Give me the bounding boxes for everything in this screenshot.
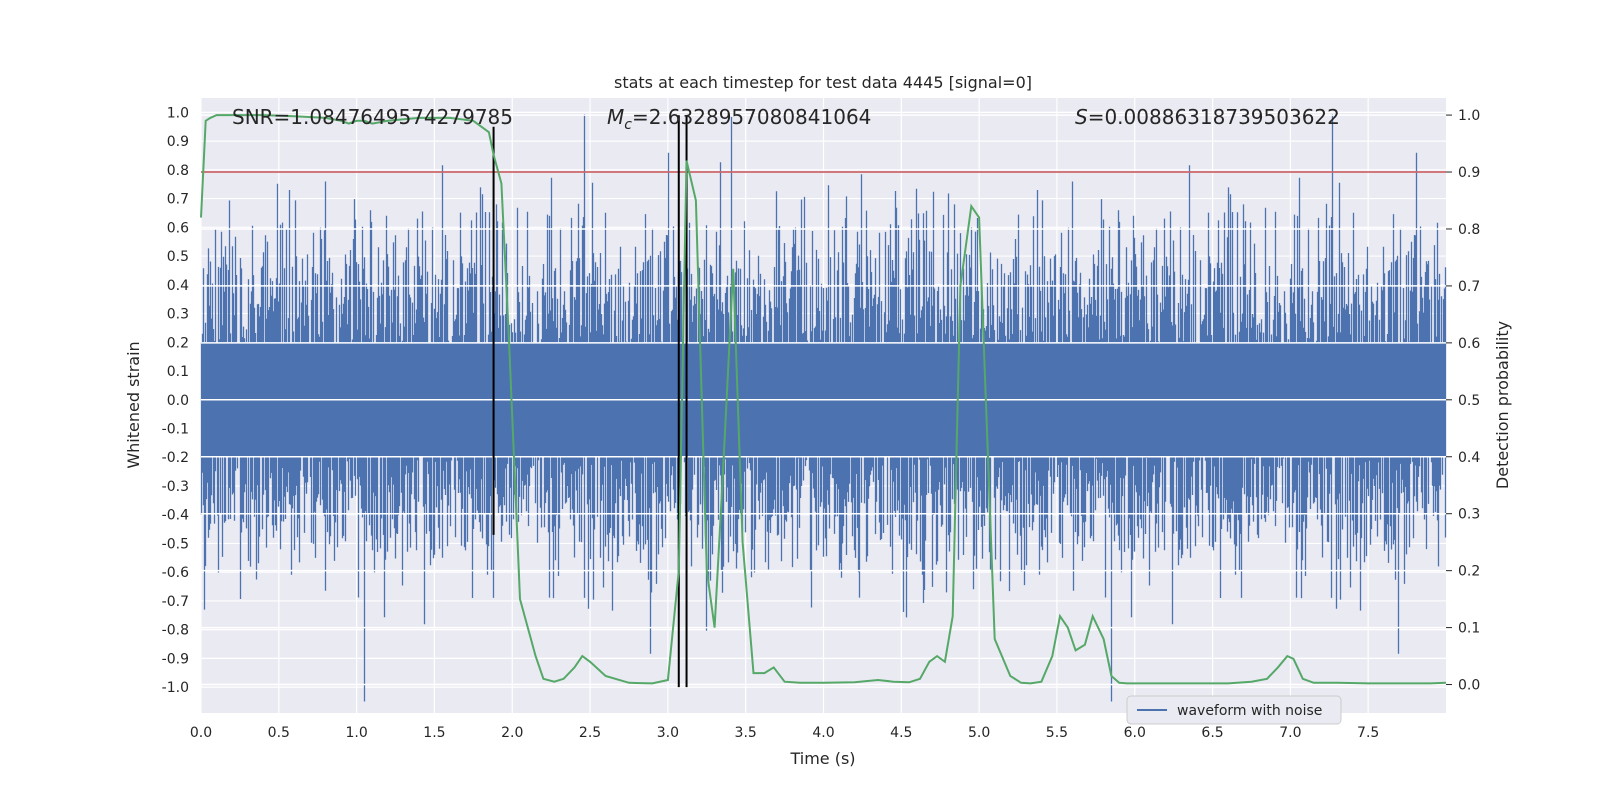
y-tick-label: -0.3 bbox=[162, 479, 189, 495]
y-tick-label: -0.6 bbox=[162, 565, 189, 581]
y2-tick-label: 0.2 bbox=[1458, 564, 1480, 580]
s-value: =0.00886318739503622 bbox=[1088, 105, 1340, 129]
x-tick-label: 3.0 bbox=[657, 725, 679, 741]
x-tick-label: 6.0 bbox=[1124, 725, 1146, 741]
legend-box bbox=[1126, 695, 1342, 725]
x-tick-label: 7.0 bbox=[1279, 725, 1301, 741]
y-tick-label: -0.5 bbox=[162, 536, 189, 552]
y2-tick-label: 0.5 bbox=[1458, 393, 1480, 409]
x-tick-label: 3.5 bbox=[735, 725, 757, 741]
y-tick-label: 0.8 bbox=[167, 163, 189, 179]
x-axis-label: Time (s) bbox=[789, 749, 855, 768]
y2-tick-label: 0.6 bbox=[1458, 336, 1480, 352]
y2-tick-label: 0.8 bbox=[1458, 222, 1480, 238]
y2-axis-ticks: 1.0 0.9 0.8 0.7 0.6 0.5 0.4 0.3 0.2 0.1 0.0 bbox=[1446, 108, 1480, 694]
x-tick-label: 4.5 bbox=[890, 725, 912, 741]
x-tick-label: 4.0 bbox=[812, 725, 834, 741]
y-tick-label: 0.5 bbox=[167, 249, 189, 265]
x-tick-label: 1.5 bbox=[423, 725, 445, 741]
x-tick-label: 6.5 bbox=[1201, 725, 1223, 741]
y-tick-label: 0.6 bbox=[167, 220, 189, 236]
y2-tick-label: 0.7 bbox=[1458, 279, 1480, 295]
y-tick-label: 0.7 bbox=[167, 192, 189, 208]
y-tick-label: 1.0 bbox=[167, 105, 189, 121]
y-tick-label: 0.2 bbox=[167, 335, 189, 351]
y-tick-label: 0.3 bbox=[167, 307, 189, 323]
y2-tick-label: 0.3 bbox=[1458, 507, 1480, 523]
x-tick-label: 0.5 bbox=[268, 725, 290, 741]
y-axis-ticks: 1.0 0.9 0.8 0.7 0.6 0.5 0.4 0.3 0.2 0.1 0.0 -0.1 -0.… bbox=[162, 105, 189, 696]
y2-tick-label: 1.0 bbox=[1458, 108, 1480, 124]
y-tick-label: -0.2 bbox=[162, 450, 189, 466]
y2-tick-label: 0.4 bbox=[1458, 450, 1480, 466]
y-tick-label: 0.4 bbox=[167, 278, 189, 294]
s-annotation: S=0.00886318739503622 bbox=[1075, 105, 1340, 129]
y-tick-label: 0.9 bbox=[167, 134, 189, 150]
x-tick-label: 0.0 bbox=[190, 725, 212, 741]
x-tick-label: 7.5 bbox=[1357, 725, 1379, 741]
s-symbol: S bbox=[1075, 105, 1088, 129]
chart-title: stats at each timestep for test data 444… bbox=[614, 73, 1032, 92]
y2-tick-label: 0.9 bbox=[1458, 165, 1480, 181]
y-axis-label: Whitened strain bbox=[124, 341, 143, 468]
x-tick-label: 2.5 bbox=[579, 725, 601, 741]
x-tick-label: 2.0 bbox=[501, 725, 523, 741]
y-tick-label: 0.1 bbox=[167, 364, 189, 380]
chirp-mass-value: =2.6328957080841064 bbox=[632, 105, 871, 129]
legend-label-waveform: waveform with noise bbox=[1177, 703, 1322, 719]
y-tick-label: -1.0 bbox=[162, 680, 189, 696]
chirp-mass-annotation: Mc=2.6328957080841064 bbox=[607, 105, 871, 133]
y-tick-label: -0.4 bbox=[162, 508, 189, 524]
y2-tick-label: 0.0 bbox=[1458, 678, 1480, 694]
chirp-mass-symbol: M bbox=[607, 105, 624, 129]
y-tick-label: -0.1 bbox=[162, 421, 189, 437]
x-axis-ticks: 0.0 0.5 1.0 1.5 2.0 2.5 3.0 3.5 4.0 4.5 5.0 5.5 6.0 6… bbox=[190, 725, 1379, 741]
x-tick-label: 5.0 bbox=[968, 725, 990, 741]
detection-probability-line bbox=[200, 114, 1447, 685]
y-tick-label: -0.7 bbox=[162, 594, 189, 610]
x-tick-label: 1.0 bbox=[345, 725, 367, 741]
chirp-mass-subscript: c bbox=[624, 117, 632, 133]
y-tick-label: 0.0 bbox=[167, 393, 189, 409]
y-tick-label: -0.8 bbox=[162, 623, 189, 639]
legend: waveform with noise bbox=[1126, 695, 1342, 725]
y2-axis-label: Detection probability bbox=[1493, 321, 1512, 489]
snr-annotation: SNR=1.0847649574279785 bbox=[232, 105, 513, 129]
x-tick-label: 5.5 bbox=[1046, 725, 1068, 741]
y2-tick-label: 0.1 bbox=[1458, 621, 1480, 637]
y-tick-label: -0.9 bbox=[162, 651, 189, 667]
